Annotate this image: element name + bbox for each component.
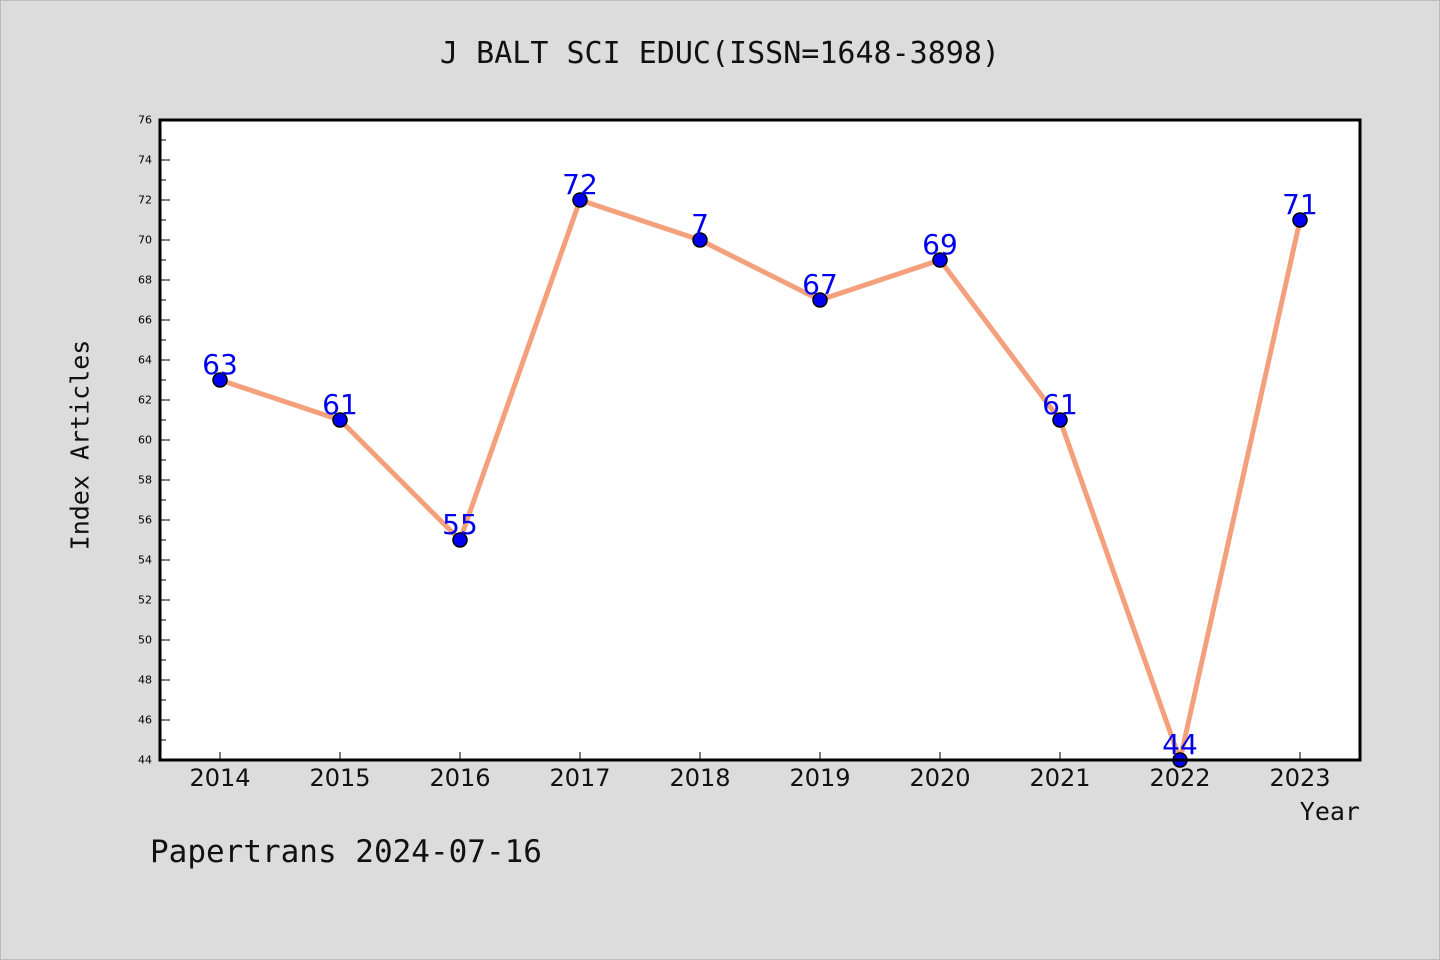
y-tick-label: 76 (138, 114, 152, 127)
y-tick-label: 72 (138, 194, 152, 207)
data-label: 61 (322, 388, 358, 421)
y-tick-label: 62 (138, 394, 152, 407)
plot-border (158, 118, 1362, 762)
data-point (812, 292, 828, 308)
y-tick-label: 74 (138, 154, 152, 167)
data-point (1052, 412, 1068, 428)
y-axis-label: Index Articles (65, 339, 95, 551)
y-tick-label: 46 (138, 714, 152, 727)
data-labels: 63 61 55 72 7 67 69 61 44 71 (202, 168, 1318, 761)
x-tick-label: 2023 (1269, 764, 1330, 792)
x-tick-label: 2017 (549, 764, 610, 792)
footer-note: Papertrans 2024-07-16 (150, 834, 542, 870)
y-tick-label: 50 (138, 634, 152, 647)
y-tick-label: 66 (138, 314, 152, 327)
x-tick-label: 2019 (789, 764, 850, 792)
y-tick-label: 64 (138, 354, 152, 367)
y-tick-label: 68 (138, 274, 152, 287)
data-label: 63 (202, 348, 238, 381)
data-point (692, 232, 708, 248)
series-line (219, 197, 1303, 763)
data-label: 69 (922, 228, 958, 261)
data-point (452, 532, 468, 548)
chart-title: J BALT SCI EDUC(ISSN=1648-3898) (440, 36, 1000, 71)
data-label: 7 (691, 208, 709, 241)
y-tick-label: 58 (138, 474, 152, 487)
x-tick-label: 2022 (1149, 764, 1210, 792)
x-tick-label: 2016 (429, 764, 490, 792)
y-tick-label: 60 (138, 434, 152, 447)
data-point (212, 372, 228, 388)
y-tick-label: 44 (138, 754, 152, 767)
x-axis: 2014 2015 2016 2017 2018 2019 2020 2021 2022 2023 (189, 752, 1331, 792)
data-point (572, 192, 588, 208)
data-point (1292, 212, 1308, 228)
x-tick-label: 2015 (309, 764, 370, 792)
y-tick-label: 70 (138, 234, 152, 247)
y-tick-label: 48 (138, 674, 152, 687)
data-point (932, 252, 948, 268)
data-label: 55 (442, 508, 478, 541)
y-tick-label: 52 (138, 594, 152, 607)
series-polyline (219, 197, 1303, 763)
y-tick-label: 54 (138, 554, 152, 567)
data-label: 61 (1042, 388, 1078, 421)
data-label: 67 (802, 268, 838, 301)
x-tick-label: 2021 (1029, 764, 1090, 792)
plot-area (160, 120, 1360, 760)
data-label: 44 (1162, 728, 1198, 761)
x-tick-label: 2020 (909, 764, 970, 792)
data-label: 71 (1282, 188, 1318, 221)
data-label: 72 (562, 168, 598, 201)
x-tick-label: 2018 (669, 764, 730, 792)
data-point (332, 412, 348, 428)
y-axis: 44 46 48 50 52 54 56 58 60 62 64 66 68 70 72 74 76 (138, 114, 170, 767)
y-tick-label: 56 (138, 514, 152, 527)
x-axis-label: Year (1299, 797, 1360, 826)
x-tick-label: 2014 (189, 764, 250, 792)
